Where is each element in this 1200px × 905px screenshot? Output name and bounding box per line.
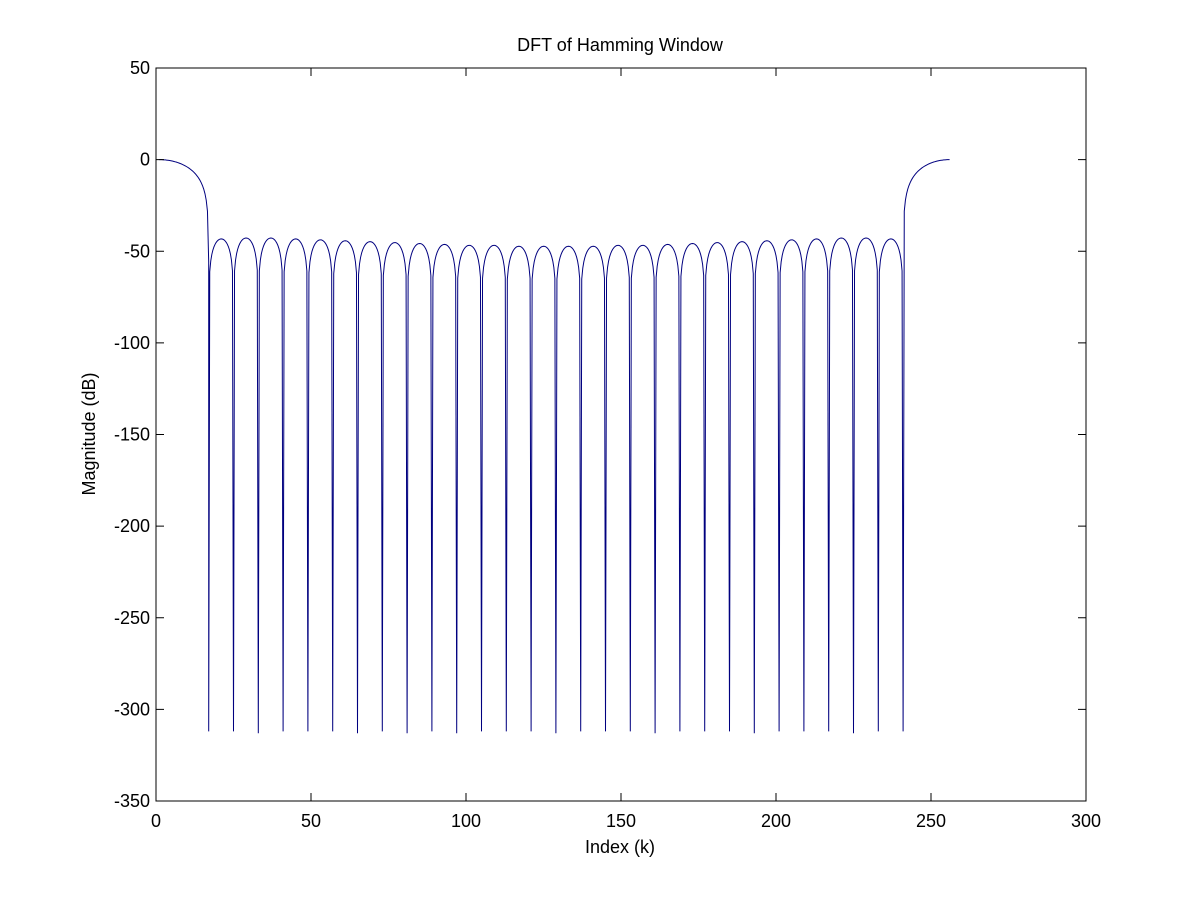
chart-title: DFT of Hamming Window: [517, 35, 724, 55]
y-axis-label: Magnitude (dB): [79, 372, 99, 495]
y-tick-label: -300: [114, 699, 150, 719]
x-tick-label: 200: [761, 811, 791, 831]
series-layer: [159, 159, 950, 734]
y-tick-label: 0: [140, 150, 150, 170]
y-tick-label: -200: [114, 516, 150, 536]
plot-area: [155, 67, 1087, 802]
x-axis: 0 50 100 150 200 250 300: [151, 68, 1101, 831]
y-tick-label: -250: [114, 608, 150, 628]
series-line: [159, 159, 950, 734]
x-axis-label: Index (k): [585, 837, 655, 857]
x-tick-label: 150: [606, 811, 636, 831]
y-tick-label: 50: [130, 58, 150, 78]
y-axis: 50 0 -50 -100 -150 -200 -250 -300 -350: [114, 58, 1086, 811]
x-tick-label: 100: [451, 811, 481, 831]
y-tick-label: -350: [114, 791, 150, 811]
x-tick-label: 250: [916, 811, 946, 831]
x-tick-label: 0: [151, 811, 161, 831]
y-tick-label: -150: [114, 425, 150, 445]
axes-background: [156, 68, 1086, 801]
y-tick-label: -50: [124, 241, 150, 261]
x-tick-label: 300: [1071, 811, 1101, 831]
x-tick-label: 50: [301, 811, 321, 831]
y-tick-label: -100: [114, 333, 150, 353]
